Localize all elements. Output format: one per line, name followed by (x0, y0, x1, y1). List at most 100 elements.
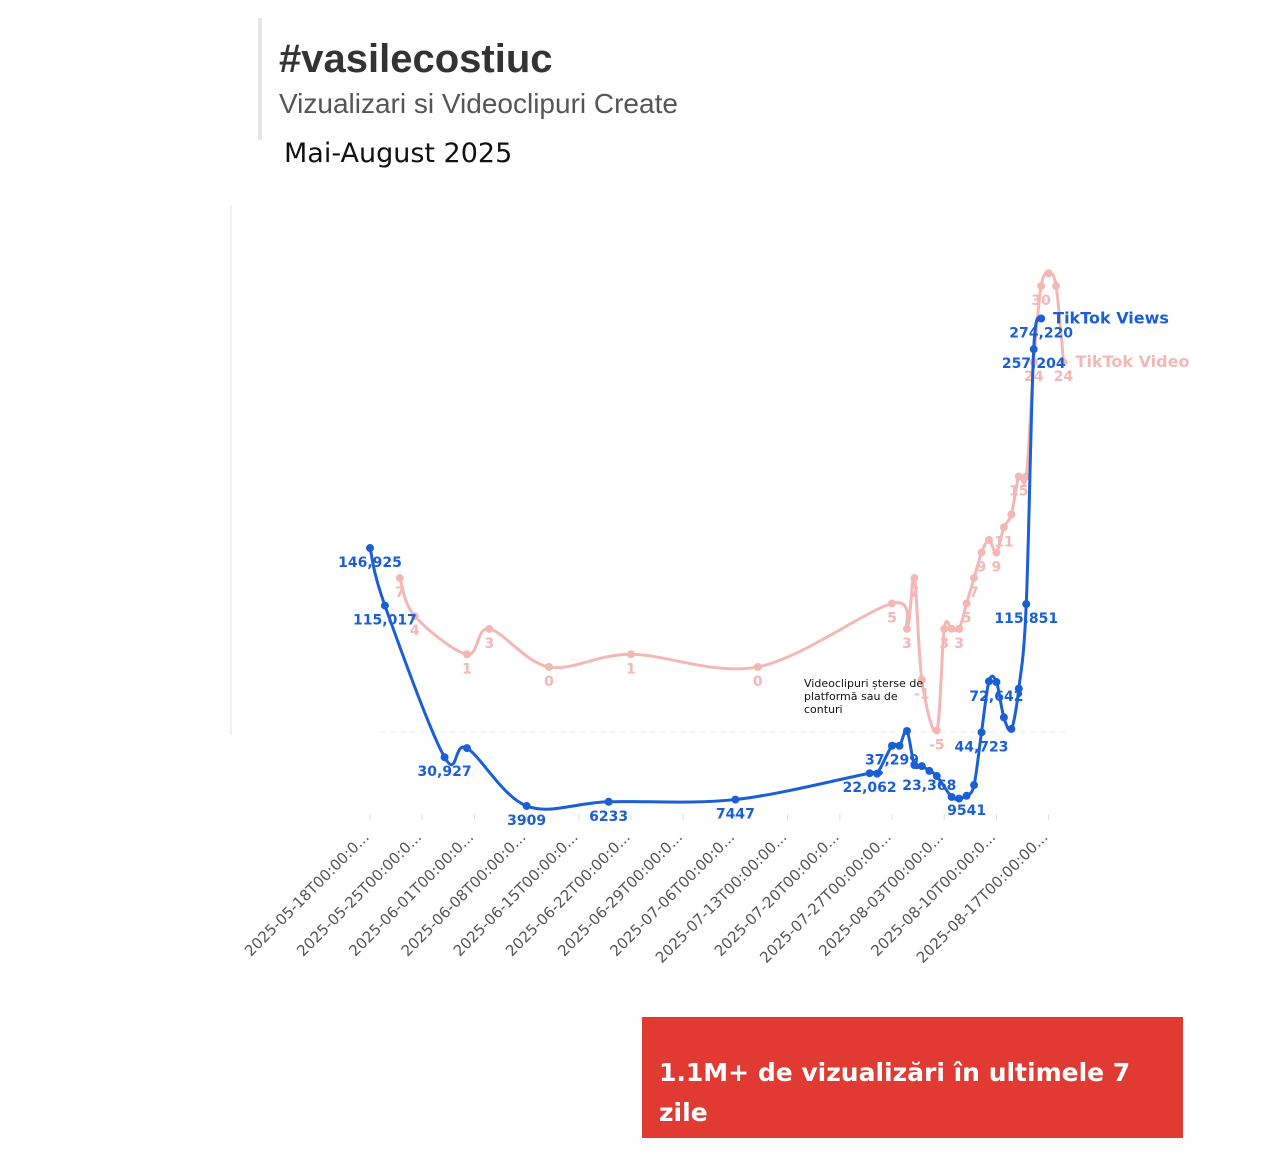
data-label: 7 (969, 585, 979, 601)
point (910, 574, 919, 583)
point (902, 624, 911, 633)
point (604, 797, 613, 806)
data-label: 146,925 (338, 555, 402, 571)
data-label: 115,851 (994, 611, 1058, 627)
point (902, 726, 911, 735)
data-label: 22,062 (843, 780, 897, 796)
data-label: 5 (962, 610, 972, 626)
series-line (368, 316, 1043, 811)
data-label: 9 (992, 560, 1002, 576)
point (895, 741, 904, 750)
callout: 1.1M+ de vizualizări în ultimele 7 zile … (642, 1017, 1183, 1167)
data-label: 1 (462, 661, 472, 677)
series-line (398, 271, 1066, 734)
point (1052, 281, 1061, 290)
data-label: 4 (410, 623, 420, 639)
point (955, 624, 964, 633)
data-label: 24 (1054, 369, 1074, 385)
callout-line: 334% față de săptămâna precedentă (659, 1138, 1179, 1167)
data-label: 7 (395, 585, 405, 601)
point (947, 624, 956, 633)
data-label: 37,299 (865, 753, 919, 769)
data-label: 3 (484, 636, 494, 652)
point (955, 794, 964, 803)
point (627, 650, 636, 659)
point (984, 535, 993, 544)
point (462, 744, 471, 753)
point (395, 574, 404, 583)
data-label: 257,204 (1002, 356, 1066, 372)
data-label: 23,368 (902, 778, 956, 794)
data-label: 9 (977, 560, 987, 576)
annotation: Videoclipuri șterse de platformă sau de … (804, 677, 924, 716)
point (992, 548, 1001, 557)
point (992, 678, 1001, 687)
data-label: 0 (753, 674, 763, 690)
point (962, 599, 971, 608)
point (410, 612, 419, 621)
point (984, 677, 993, 686)
point (999, 713, 1008, 722)
data-label: 3 (954, 636, 964, 652)
point (380, 601, 389, 610)
legend-label: TikTok Views (1053, 308, 1169, 327)
point (940, 624, 949, 633)
point (970, 781, 979, 790)
data-label: 44,723 (954, 739, 1008, 755)
point (917, 675, 926, 684)
point (932, 726, 941, 735)
point (731, 795, 740, 804)
data-label: 6233 (589, 809, 628, 825)
title: #vasilecostiuc (279, 37, 553, 81)
point (440, 753, 449, 762)
point (1007, 510, 1016, 519)
point (925, 766, 934, 775)
point (1014, 472, 1023, 481)
point (888, 599, 897, 608)
data-label: 11 (994, 534, 1013, 550)
point (1059, 358, 1068, 367)
point (865, 769, 874, 778)
point (888, 741, 897, 750)
data-label: 9541 (947, 803, 986, 819)
point (1007, 724, 1016, 733)
point (1029, 345, 1038, 354)
data-label: 3 (939, 636, 949, 652)
period: Mai-August 2025 (284, 138, 513, 169)
data-label: 1 (626, 661, 636, 677)
data-label: 7447 (716, 807, 755, 823)
data-label: 7 (910, 585, 920, 601)
point (962, 791, 971, 800)
data-label: 15 (1009, 483, 1028, 499)
point (1022, 600, 1031, 609)
point (462, 650, 471, 659)
point (1037, 314, 1046, 323)
point (544, 662, 553, 671)
data-label: 115,017 (353, 613, 417, 629)
point (522, 801, 531, 810)
data-label: 0 (544, 674, 554, 690)
point (1037, 281, 1046, 290)
point (932, 772, 941, 781)
data-label: 3909 (507, 813, 546, 829)
point (1022, 472, 1031, 481)
point (1014, 684, 1023, 693)
point (970, 574, 979, 583)
point (999, 523, 1008, 532)
data-label: -1 (914, 687, 930, 703)
subtitle: Vizualizari si Videoclipuri Create (279, 88, 678, 119)
point (947, 792, 956, 801)
data-label: 30,927 (418, 764, 472, 780)
point (910, 761, 919, 770)
point (366, 544, 374, 553)
data-label: 72,642 (969, 689, 1023, 705)
data-label: 274,220 (1009, 325, 1073, 341)
point (977, 728, 986, 737)
callout-line: 1.1M+ de vizualizări în ultimele 7 zile (659, 1058, 1131, 1127)
data-label: 3 (902, 636, 912, 652)
point (485, 624, 494, 633)
point (873, 769, 882, 778)
point (917, 762, 926, 771)
